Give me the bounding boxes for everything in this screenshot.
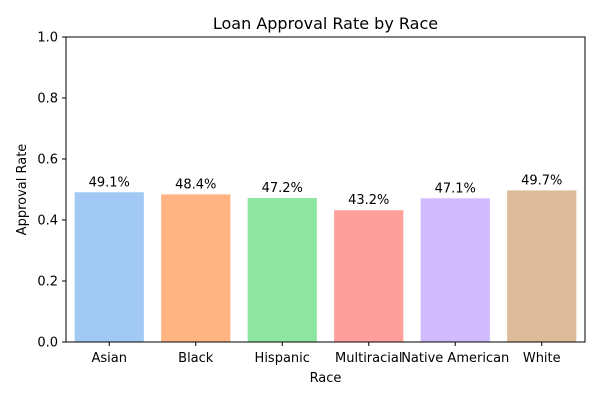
- y-tick-label: 0.4: [37, 214, 58, 229]
- x-tick-label: Black: [178, 351, 214, 366]
- y-axis-ticks: 0.0 0.2 0.4 0.6 0.8 1.0: [37, 31, 66, 351]
- bar: [161, 194, 231, 342]
- bar: [74, 192, 144, 342]
- bar-data-label: 49.7%: [521, 173, 562, 188]
- y-tick-label: 0.6: [37, 153, 58, 168]
- bars-group: [74, 190, 577, 342]
- y-tick-label: 0.2: [37, 275, 58, 290]
- x-tick-label: White: [523, 351, 561, 366]
- bar: [247, 198, 317, 342]
- bar-data-label: 49.1%: [89, 175, 130, 190]
- x-axis-label: Race: [310, 371, 342, 386]
- x-tick-label: Multiracial: [335, 351, 402, 366]
- bar: [334, 210, 404, 342]
- bar: [420, 198, 490, 342]
- y-tick-label: 0.8: [37, 92, 58, 107]
- y-tick-label: 0.0: [37, 336, 58, 351]
- y-axis-label: Approval Rate: [15, 144, 30, 236]
- x-tick-label: Hispanic: [255, 351, 310, 366]
- bar-data-label: 47.1%: [435, 181, 476, 196]
- y-tick-label: 1.0: [37, 31, 58, 46]
- x-tick-label: Asian: [92, 351, 127, 366]
- bar-data-label: 43.2%: [348, 193, 389, 208]
- data-labels-group: 49.1% 48.4% 47.2% 43.2% 47.1% 49.7%: [89, 173, 563, 208]
- x-tick-label: Native American: [401, 351, 509, 366]
- plot-frame: [65, 36, 586, 343]
- bar: [507, 190, 577, 342]
- bar-data-label: 48.4%: [175, 177, 216, 192]
- bar-data-label: 47.2%: [262, 181, 303, 196]
- chart-title: Loan Approval Rate by Race: [213, 14, 438, 33]
